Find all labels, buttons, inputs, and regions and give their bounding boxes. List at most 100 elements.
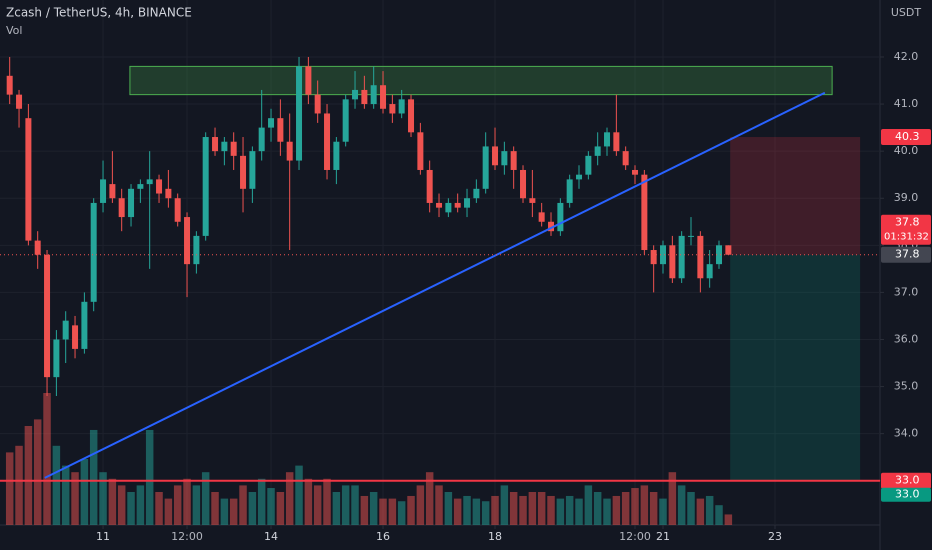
volume-bar xyxy=(360,495,369,525)
volume-bar xyxy=(584,485,593,525)
target-tag-label: 33.0 xyxy=(895,488,920,501)
volume-bar xyxy=(285,472,294,525)
candle-body xyxy=(426,169,433,203)
candle-body xyxy=(6,75,13,95)
candle-body xyxy=(725,245,732,255)
candle-body xyxy=(641,174,648,251)
volume-bar xyxy=(509,492,518,525)
volume-bar xyxy=(425,472,434,525)
volume-bar xyxy=(239,485,247,525)
volume-bar xyxy=(547,495,555,525)
candle-body xyxy=(436,202,443,208)
y-tick-label: 34.0 xyxy=(894,427,919,440)
candle-body xyxy=(156,179,163,194)
volume-bar xyxy=(528,492,537,525)
volume-bar xyxy=(500,485,509,525)
drawings xyxy=(129,65,861,481)
candle-body xyxy=(202,137,209,236)
candle-body xyxy=(137,184,144,189)
volume-bar xyxy=(145,429,154,525)
volume-bar xyxy=(332,492,341,525)
volume-bar xyxy=(397,501,406,525)
candle-body xyxy=(34,240,41,255)
volume-bar xyxy=(491,495,499,525)
trendline xyxy=(44,91,826,479)
y-tick-label: 41.0 xyxy=(894,97,919,110)
volume-bar xyxy=(323,478,331,525)
support-tag xyxy=(881,472,931,489)
volume-bar xyxy=(183,478,191,525)
candle-body xyxy=(464,198,471,208)
candle-body xyxy=(566,179,573,203)
last-price-tag xyxy=(881,214,931,245)
y-tick-label: 40.0 xyxy=(894,144,919,157)
volume-bar xyxy=(201,472,210,525)
volume-bar xyxy=(52,445,61,525)
volume-bar xyxy=(388,498,397,525)
volume-bar xyxy=(257,478,266,525)
candle-body xyxy=(585,155,592,175)
candle-body xyxy=(473,188,480,199)
candle-body xyxy=(417,132,424,170)
volume-bar xyxy=(220,498,229,525)
volume-bar xyxy=(80,459,89,525)
candle-body xyxy=(165,188,172,199)
candle-body xyxy=(520,169,527,199)
candle-body xyxy=(678,235,685,279)
candle-body xyxy=(501,151,508,166)
stop-tag xyxy=(881,129,931,146)
volume-bar xyxy=(659,498,667,525)
y-tick-label: 42.0 xyxy=(894,50,919,63)
candle-body xyxy=(632,169,639,175)
candle-body xyxy=(688,235,695,237)
candle-body xyxy=(361,89,368,105)
candle-body xyxy=(604,132,611,147)
candle-body xyxy=(660,245,667,265)
volume-bar xyxy=(453,498,462,525)
volume-bar xyxy=(519,495,527,525)
target-tag xyxy=(881,487,931,502)
volume-bar xyxy=(108,478,117,525)
candle-body xyxy=(324,113,331,170)
candle-body xyxy=(286,141,293,161)
volume-bar xyxy=(705,495,714,525)
candle-body xyxy=(258,127,265,152)
candle-body xyxy=(445,202,452,213)
candle-body xyxy=(100,179,107,203)
volume-bar xyxy=(640,485,649,525)
candle-body xyxy=(240,155,247,189)
volume-bar xyxy=(631,488,639,525)
candle-body xyxy=(249,151,256,189)
y-axis-label: USDT xyxy=(891,6,922,19)
volume-bar xyxy=(24,426,33,525)
entry-tag-label: 37.8 xyxy=(895,248,920,261)
volume-bar xyxy=(211,492,219,525)
volume-bar xyxy=(668,472,677,525)
volume-bar xyxy=(89,429,98,525)
candle-body xyxy=(492,146,499,166)
volume-bar xyxy=(444,492,453,525)
entry-tag xyxy=(881,246,931,263)
target-zone xyxy=(730,254,861,481)
candle-body xyxy=(212,137,219,152)
resistance-zone xyxy=(129,65,833,96)
volume-bar xyxy=(276,492,285,525)
volume-bar xyxy=(248,492,257,525)
volume-bar xyxy=(556,498,565,525)
volume-bar xyxy=(136,485,145,525)
volume-label: Vol xyxy=(6,24,22,37)
candle-body xyxy=(408,99,415,133)
x-tick-label: 12:00 xyxy=(171,530,203,543)
candle-body xyxy=(221,141,228,152)
volume-bar xyxy=(351,485,359,525)
volume-bar xyxy=(687,492,695,525)
volume-bar xyxy=(313,485,322,525)
volume-pane xyxy=(5,393,733,525)
candle-body xyxy=(174,198,181,222)
candle-body xyxy=(613,132,620,152)
volume-bar xyxy=(435,485,443,525)
candle-body xyxy=(53,339,60,378)
volume-bar xyxy=(369,492,378,525)
candle-body xyxy=(576,174,583,180)
